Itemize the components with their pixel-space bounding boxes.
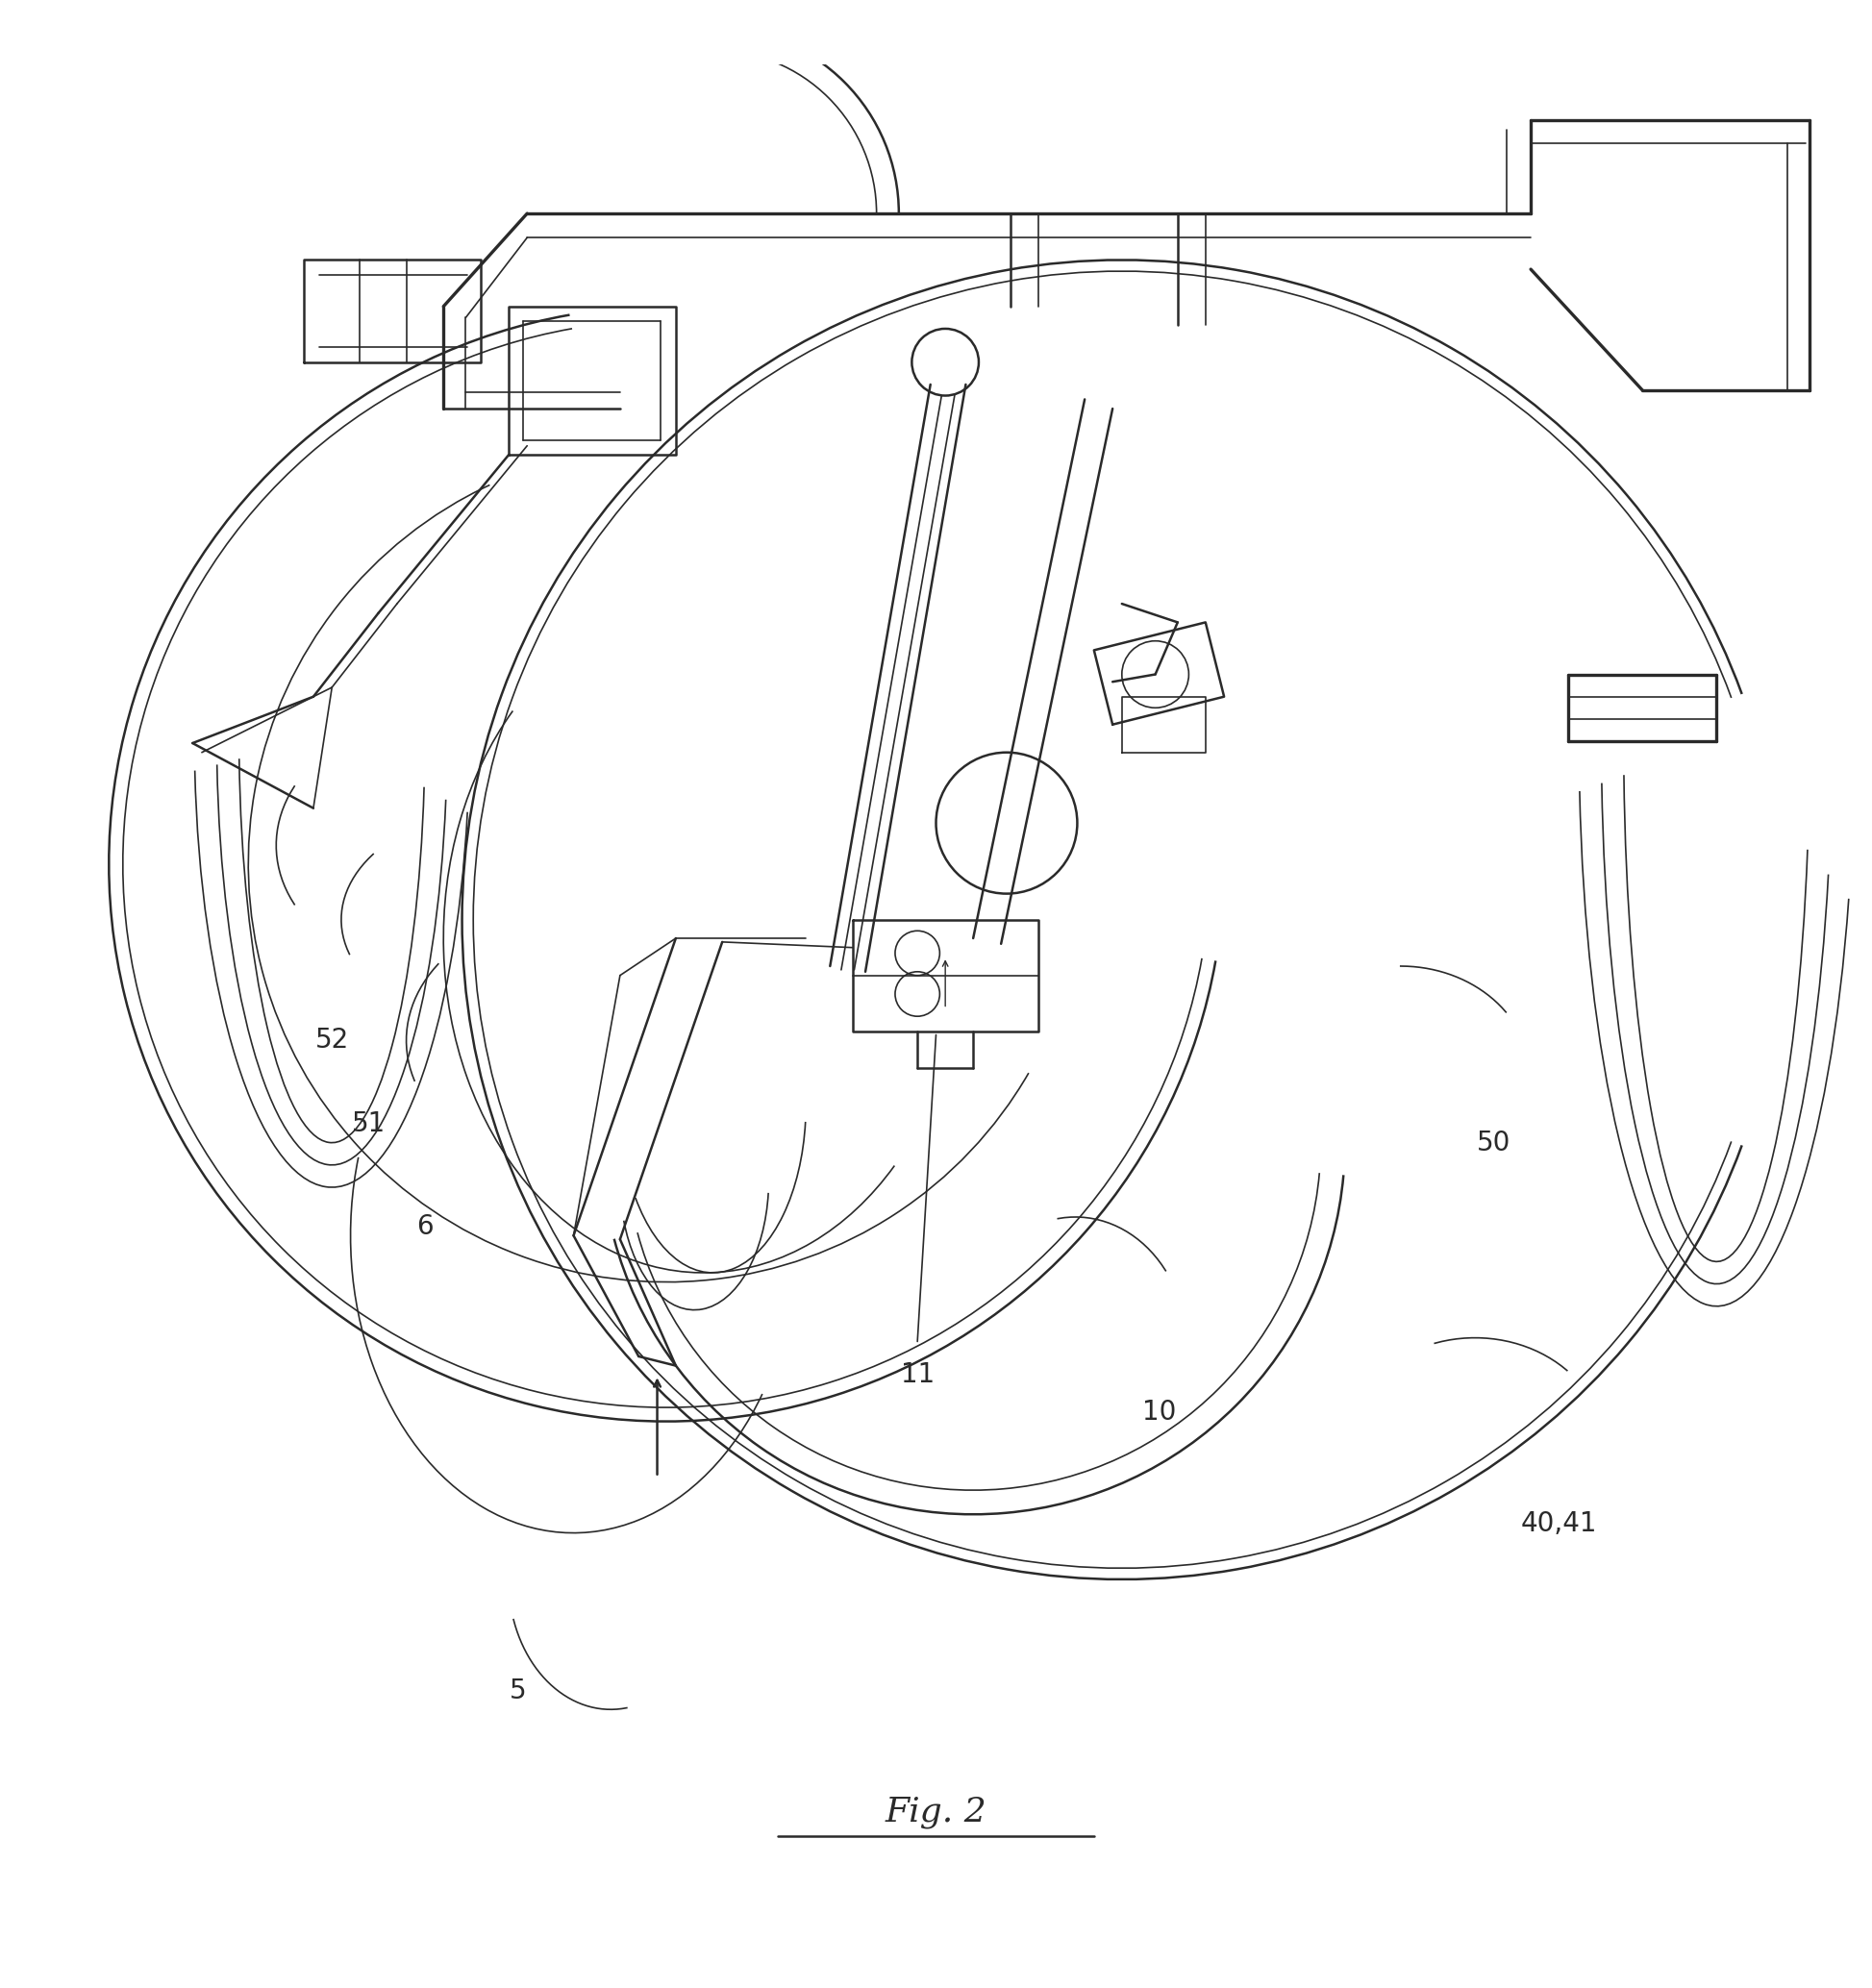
Text: 52: 52	[314, 1028, 348, 1054]
Text: 50: 50	[1477, 1129, 1511, 1157]
Text: 40,41: 40,41	[1520, 1511, 1597, 1537]
Text: 10: 10	[1142, 1400, 1176, 1425]
Text: 51: 51	[352, 1111, 386, 1137]
Text: Fig. 2: Fig. 2	[885, 1795, 987, 1829]
Text: 5: 5	[509, 1678, 526, 1704]
Text: 6: 6	[416, 1213, 432, 1241]
Text: 11: 11	[900, 1362, 934, 1388]
